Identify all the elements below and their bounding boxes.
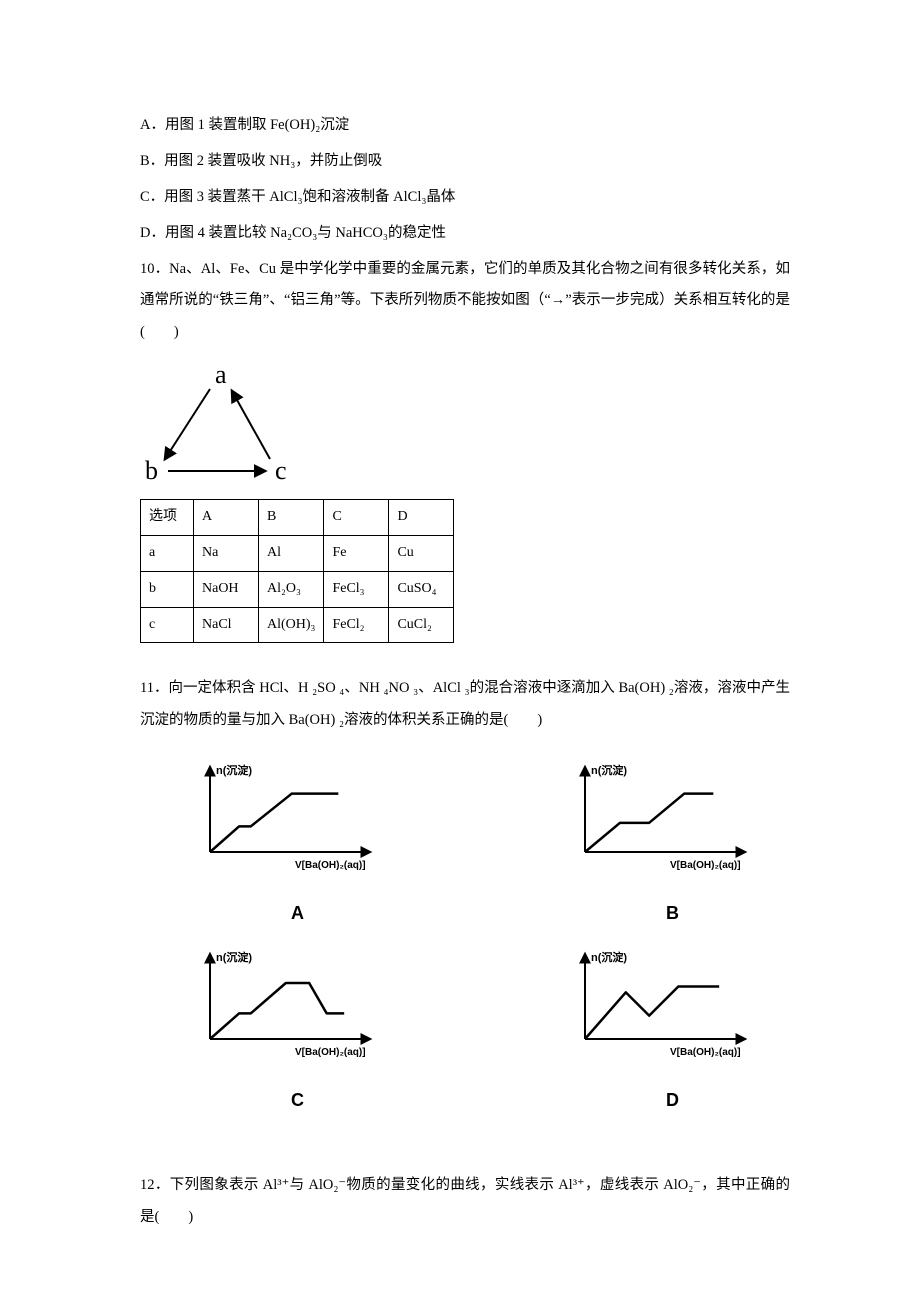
page: A．用图 1 装置制取 Fe(OH)₂沉淀 B．用图 2 装置吸收 NH₃，并防… (0, 0, 920, 1298)
cell: Cu (389, 536, 454, 572)
cell: Al(OH)₃ (259, 607, 324, 643)
cell: NaOH (194, 571, 259, 607)
svg-text:V[Ba(OH)₂(aq)]: V[Ba(OH)₂(aq)] (670, 1047, 741, 1058)
chart-b-svg: n(沉淀) V[Ba(OH)₂(aq)] (555, 757, 765, 877)
chart-c-label: C (180, 1081, 415, 1121)
q9-option-d: D．用图 4 装置比较 Na₂CO₃与 NaHCO₃的稳定性 (140, 218, 790, 250)
svg-text:V[Ba(OH)₂(aq)]: V[Ba(OH)₂(aq)] (295, 860, 366, 871)
th-c: C (324, 500, 389, 536)
cell: b (141, 571, 194, 607)
q9-option-a: A．用图 1 装置制取 Fe(OH)₂沉淀 (140, 110, 790, 142)
cell: CuCl₂ (389, 607, 454, 643)
cell: FeCl₂ (324, 607, 389, 643)
conversion-table: 选项 A B C D a Na Al Fe Cu b NaOH Al₂O₃ Fe… (140, 499, 454, 643)
th-a: A (194, 500, 259, 536)
cell: Fe (324, 536, 389, 572)
svg-text:V[Ba(OH)₂(aq)]: V[Ba(OH)₂(aq)] (295, 1047, 366, 1058)
node-a: a (215, 361, 227, 389)
th-option: 选项 (141, 500, 194, 536)
chart-b: n(沉淀) V[Ba(OH)₂(aq)] B (555, 757, 790, 933)
table-row: a Na Al Fe Cu (141, 536, 454, 572)
triangle-svg: a b c (140, 361, 300, 491)
question-11-text: 11．向一定体积含 HCl、H ₂SO ₄、NH ₄NO ₃、AlCl ₃的混合… (140, 673, 790, 737)
triangle-diagram: a b c (140, 361, 320, 491)
question-12-text: 12．下列图象表示 Al³⁺与 AlO₂⁻物质的量变化的曲线，实线表示 Al³⁺… (140, 1170, 790, 1234)
chart-d: n(沉淀) V[Ba(OH)₂(aq)] D (555, 944, 790, 1120)
th-b: B (259, 500, 324, 536)
cell: Al₂O₃ (259, 571, 324, 607)
question-10-text: 10．Na、Al、Fe、Cu 是中学化学中重要的金属元素，它们的单质及其化合物之… (140, 254, 790, 350)
svg-text:n(沉淀): n(沉淀) (591, 950, 627, 964)
chart-d-label: D (555, 1081, 790, 1121)
chart-a: n(沉淀) V[Ba(OH)₂(aq)] A (180, 757, 415, 933)
table-row: b NaOH Al₂O₃ FeCl₃ CuSO₄ (141, 571, 454, 607)
chart-d-svg: n(沉淀) V[Ba(OH)₂(aq)] (555, 944, 765, 1064)
cell: a (141, 536, 194, 572)
q9-option-b: B．用图 2 装置吸收 NH₃，并防止倒吸 (140, 146, 790, 178)
svg-text:n(沉淀): n(沉淀) (216, 763, 252, 777)
cell: Al (259, 536, 324, 572)
chart-a-svg: n(沉淀) V[Ba(OH)₂(aq)] (180, 757, 390, 877)
cell: Na (194, 536, 259, 572)
cell: CuSO₄ (389, 571, 454, 607)
th-d: D (389, 500, 454, 536)
cell: NaCl (194, 607, 259, 643)
node-b: b (145, 456, 158, 485)
table-header-row: 选项 A B C D (141, 500, 454, 536)
chart-b-label: B (555, 894, 790, 934)
chart-c: n(沉淀) V[Ba(OH)₂(aq)] C (180, 944, 415, 1120)
chart-a-label: A (180, 894, 415, 934)
node-c: c (275, 456, 287, 485)
charts-grid: n(沉淀) V[Ba(OH)₂(aq)] A n(沉淀) V[Ba(OH)₂(aq)… (180, 757, 790, 1120)
svg-text:n(沉淀): n(沉淀) (591, 763, 627, 777)
table-row: c NaCl Al(OH)₃ FeCl₂ CuCl₂ (141, 607, 454, 643)
cell: c (141, 607, 194, 643)
svg-text:n(沉淀): n(沉淀) (216, 950, 252, 964)
q9-option-c: C．用图 3 装置蒸干 AlCl₃饱和溶液制备 AlCl₃晶体 (140, 182, 790, 214)
svg-text:V[Ba(OH)₂(aq)]: V[Ba(OH)₂(aq)] (670, 860, 741, 871)
cell: FeCl₃ (324, 571, 389, 607)
chart-c-svg: n(沉淀) V[Ba(OH)₂(aq)] (180, 944, 390, 1064)
